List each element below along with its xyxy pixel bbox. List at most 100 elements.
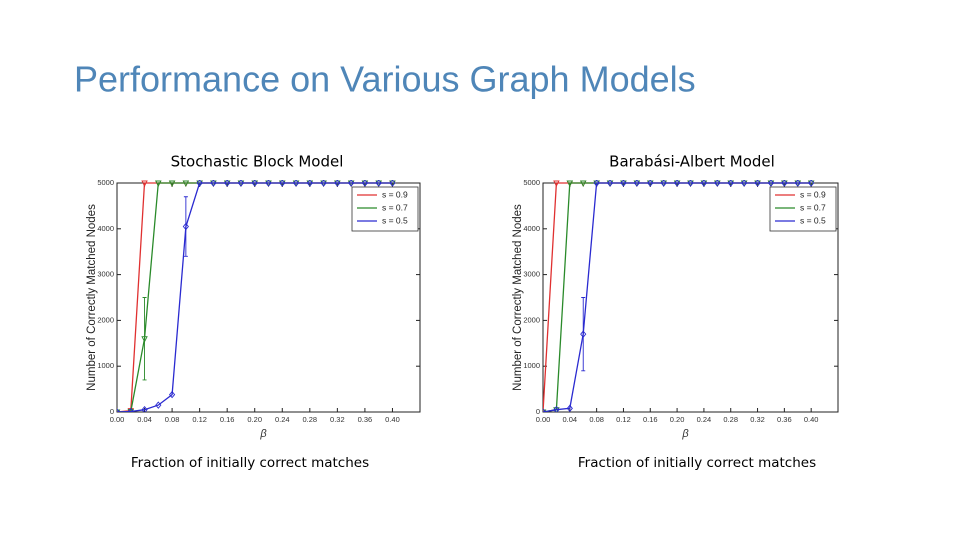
marker (620, 180, 627, 187)
plot-area (117, 180, 396, 412)
x-tick-label: 0.24 (275, 415, 290, 424)
caption: Fraction of initially correct matches (578, 455, 816, 471)
marker (633, 180, 640, 187)
x-tick-label: 0.12 (616, 415, 631, 424)
marker (714, 180, 721, 187)
marker (306, 180, 313, 187)
y-tick-label: 3000 (523, 270, 540, 279)
marker (687, 180, 694, 187)
x-tick-label: 0.32 (750, 415, 765, 424)
y-tick-label: 5000 (523, 178, 540, 187)
marker (117, 408, 121, 412)
marker (169, 390, 176, 399)
x-tick-label: 0.16 (220, 415, 235, 424)
series-line (543, 182, 812, 412)
x-axis-label: β (681, 428, 689, 440)
marker (606, 180, 614, 187)
slide-title: Performance on Various Graph Models (74, 59, 696, 100)
marker (127, 407, 134, 412)
x-tick-label: 0.12 (192, 415, 207, 424)
x-axis-label: β (259, 428, 267, 440)
x-tick-label: 0.00 (536, 415, 551, 424)
y-tick-label: 0 (536, 407, 540, 416)
marker (155, 180, 162, 188)
marker (265, 180, 272, 187)
x-tick-label: 0.08 (165, 415, 180, 424)
chart-title: Stochastic Block Model (171, 153, 344, 171)
legend-box (351, 186, 419, 232)
marker (593, 180, 600, 187)
legend: s = 0.9 s = 0.7 s = 0.5 (351, 186, 419, 232)
legend-label: s = 0.5 (382, 215, 408, 225)
legend-label: s = 0.9 (800, 189, 826, 199)
x-tick-label: 0.08 (589, 415, 604, 424)
legend-label: s = 0.5 (800, 215, 826, 225)
x-tick-label: 0.28 (723, 415, 738, 424)
marker (168, 180, 176, 188)
x-tick-label: 0.00 (110, 415, 125, 424)
x-tick-label: 0.40 (385, 415, 400, 424)
marker (182, 180, 190, 188)
marker (361, 180, 368, 187)
y-tick-label: 1000 (97, 361, 114, 370)
marker (237, 180, 245, 187)
marker (566, 180, 574, 188)
x-tick-label: 0.36 (358, 415, 373, 424)
marker (348, 180, 355, 187)
x-tick-label: 0.04 (137, 415, 152, 424)
marker (794, 180, 801, 187)
error-bar (183, 196, 188, 257)
legend-label: s = 0.9 (382, 189, 408, 199)
y-axis-label: Number of Correctly Matched Nodes (512, 204, 524, 391)
marker (741, 180, 748, 187)
marker (579, 180, 587, 188)
marker (334, 180, 341, 187)
x-tick-label: 0.24 (697, 415, 712, 424)
error-bar (581, 297, 586, 372)
x-tick-label: 0.40 (804, 415, 819, 424)
y-tick-label: 5000 (97, 178, 114, 187)
marker (141, 406, 148, 412)
y-tick-label: 0 (110, 407, 114, 416)
x-tick-label: 0.20 (670, 415, 685, 424)
marker (700, 180, 707, 187)
series-line (117, 182, 393, 412)
marker (279, 180, 286, 187)
x-tick-label: 0.36 (777, 415, 792, 424)
marker (141, 180, 148, 188)
x-tick-label: 0.28 (303, 415, 318, 424)
marker (210, 180, 217, 187)
marker (660, 180, 667, 187)
marker (543, 408, 547, 412)
marker (727, 180, 734, 187)
y-axis-label: Number of Correctly Matched Nodes (86, 204, 98, 391)
marker (224, 180, 231, 187)
legend-label: s = 0.7 (382, 202, 408, 212)
plot-area (543, 180, 815, 412)
marker (292, 180, 300, 187)
x-tick-label: 0.16 (643, 415, 658, 424)
y-tick-label: 3000 (97, 270, 114, 279)
y-tick-label: 4000 (97, 224, 114, 233)
marker (808, 180, 815, 187)
marker (196, 180, 203, 187)
marker (251, 180, 258, 187)
marker (155, 401, 162, 409)
y-tick-label: 4000 (523, 224, 540, 233)
legend: s = 0.9 s = 0.7 s = 0.5 (769, 186, 837, 232)
marker (320, 180, 327, 187)
marker (389, 180, 396, 187)
marker (375, 180, 382, 187)
marker (553, 406, 560, 412)
marker (754, 180, 761, 187)
x-tick-label: 0.32 (330, 415, 345, 424)
x-tick-label: 0.20 (247, 415, 262, 424)
marker (767, 180, 775, 187)
x-tick-label: 0.04 (563, 415, 578, 424)
marker (674, 180, 681, 187)
chart-title: Barabási-Albert Model (609, 153, 775, 171)
y-tick-label: 2000 (523, 315, 540, 324)
marker (647, 180, 654, 187)
marker (566, 404, 573, 412)
